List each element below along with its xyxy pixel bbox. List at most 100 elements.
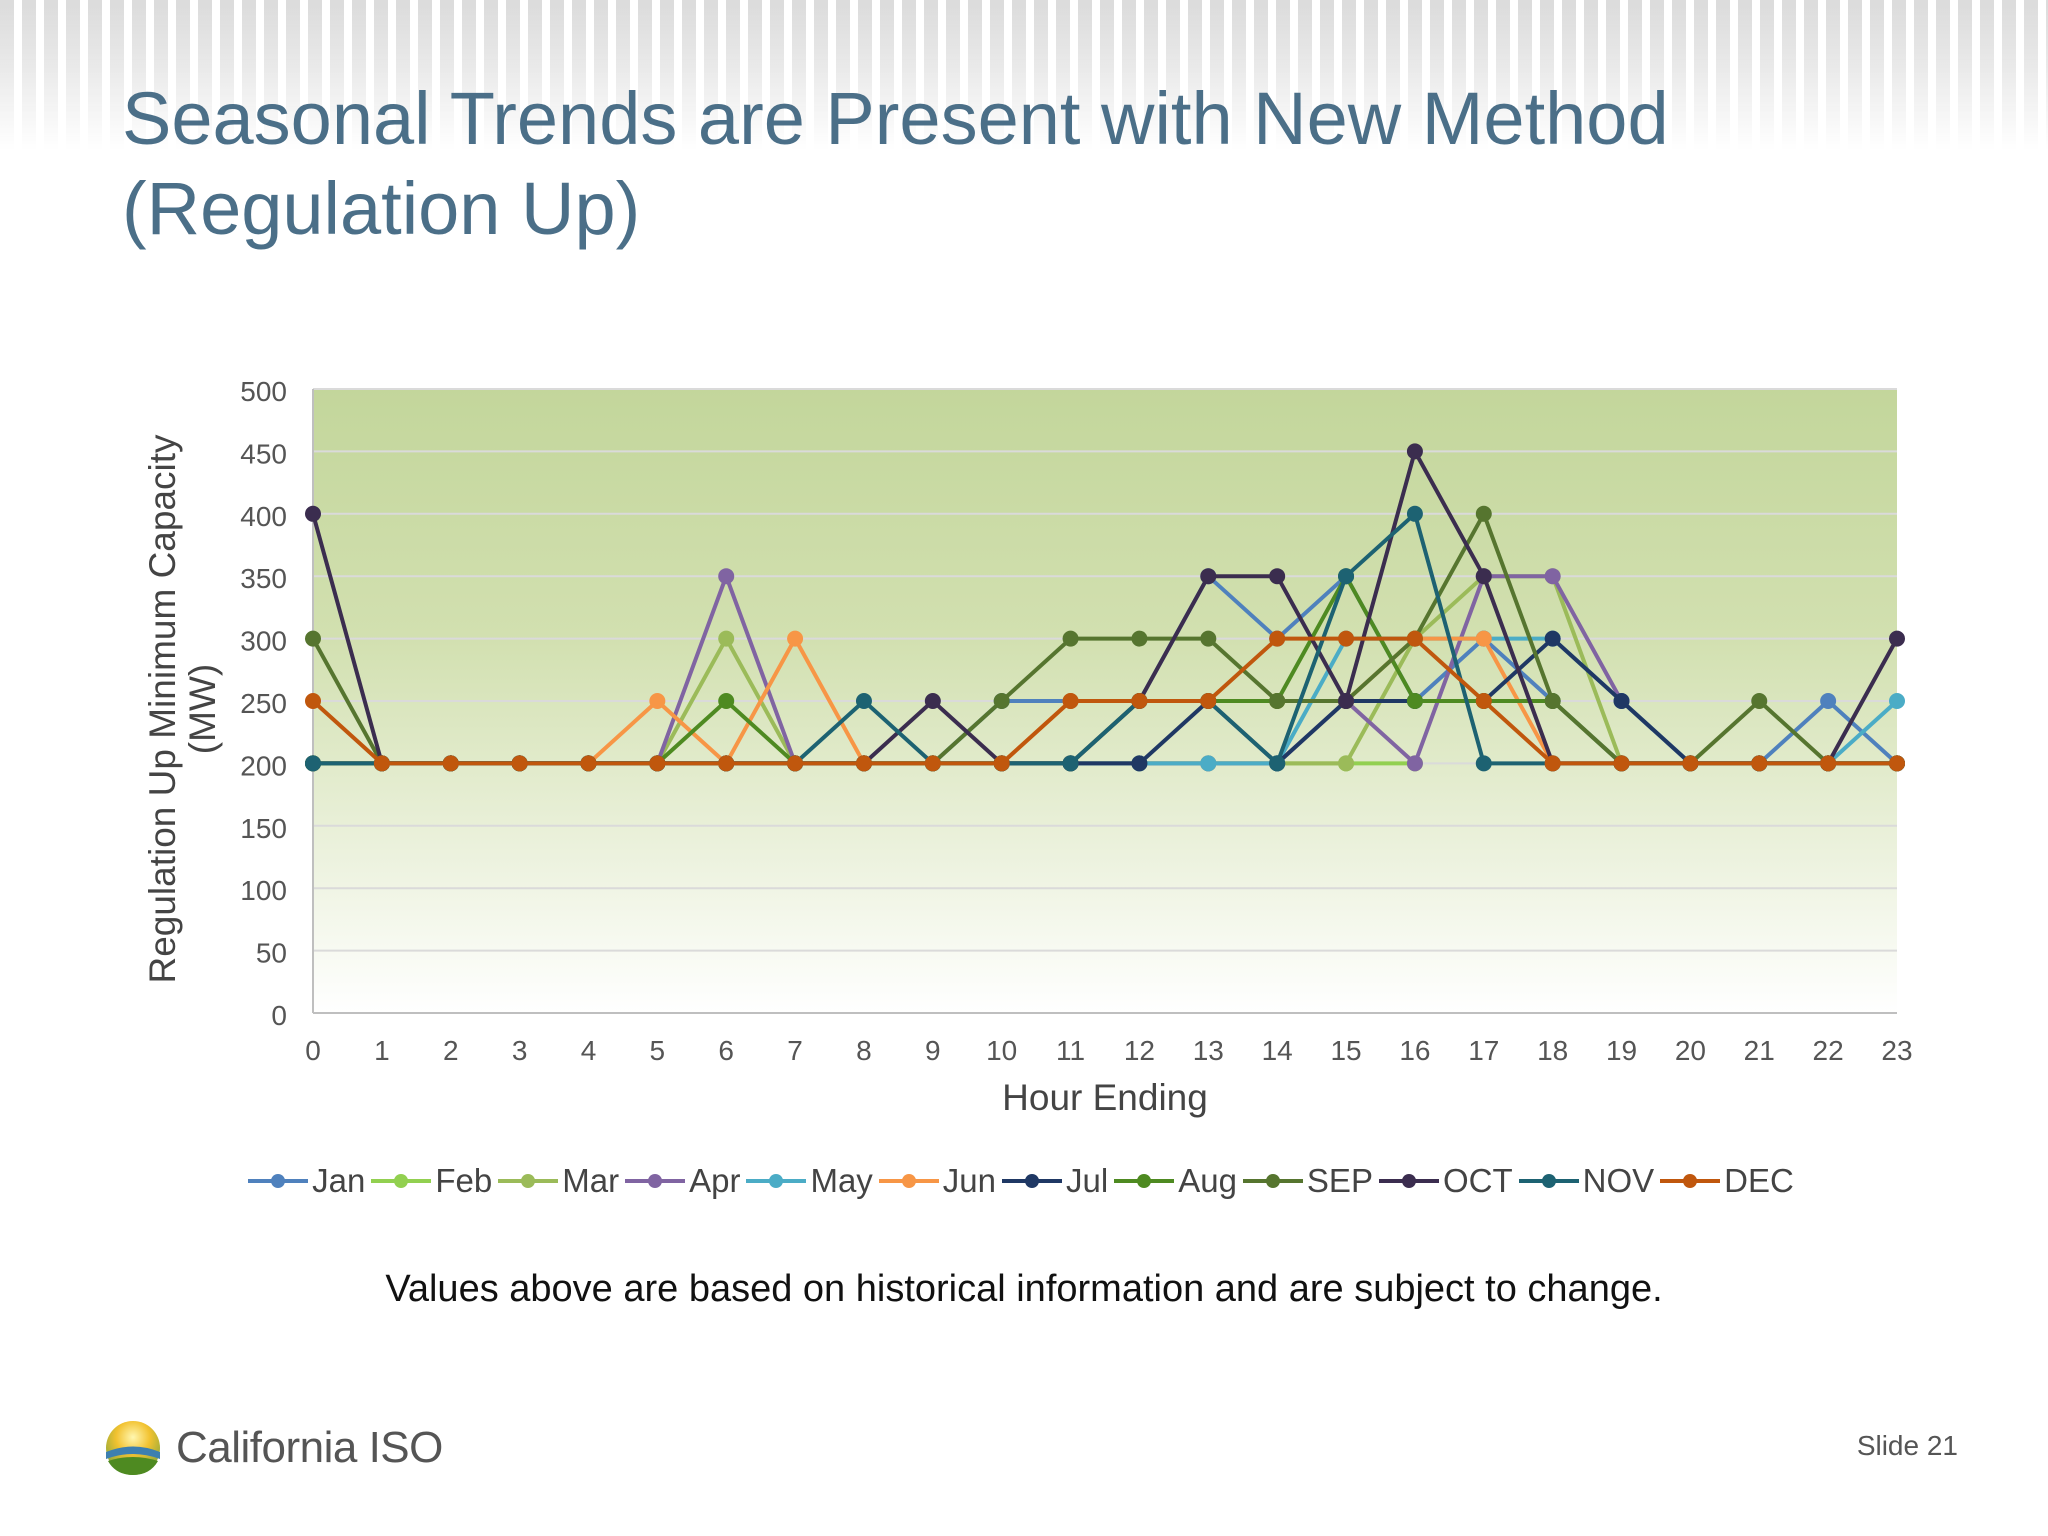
data-point-dec xyxy=(924,755,941,772)
x-tick-label: 16 xyxy=(1399,1035,1430,1066)
data-point-sep xyxy=(1131,630,1148,647)
slide-number: Slide 21 xyxy=(1856,1430,1958,1461)
data-point-oct xyxy=(1406,443,1423,460)
legend-label: Jul xyxy=(1066,1162,1109,1199)
data-point-nov xyxy=(305,755,321,772)
legend-label: NOV xyxy=(1582,1162,1655,1199)
data-point-oct xyxy=(924,693,941,709)
data-point-sep xyxy=(1544,693,1561,709)
title-line-2: (Regulation Up) xyxy=(122,167,641,250)
legend-item-may: May xyxy=(746,1162,873,1200)
legend-marker xyxy=(1242,1174,1303,1188)
x-tick-label: 12 xyxy=(1124,1035,1155,1066)
data-point-sep xyxy=(993,693,1010,709)
y-tick-label: 50 xyxy=(256,938,287,969)
x-tick-label: 14 xyxy=(1262,1035,1293,1066)
data-point-dec xyxy=(1613,755,1630,772)
data-point-oct xyxy=(1200,568,1217,585)
x-tick-label: 17 xyxy=(1468,1035,1499,1066)
data-point-dec xyxy=(855,755,872,772)
sun-logo-icon xyxy=(106,1421,160,1475)
data-point-dec xyxy=(1751,755,1768,772)
data-point-dec xyxy=(1269,630,1286,647)
x-tick-label: 22 xyxy=(1813,1035,1844,1066)
data-point-oct xyxy=(1338,693,1355,709)
x-tick-label: 23 xyxy=(1881,1035,1912,1066)
x-tick-label: 4 xyxy=(581,1035,597,1066)
data-point-nov xyxy=(1406,505,1423,522)
data-point-oct xyxy=(1269,568,1286,585)
data-point-jun xyxy=(1475,630,1492,647)
legend-label: Jun xyxy=(942,1162,997,1199)
x-tick-label: 6 xyxy=(718,1035,734,1066)
logo-text: California ISO xyxy=(176,1423,443,1472)
data-point-apr xyxy=(718,568,735,585)
legend-marker xyxy=(1518,1174,1579,1188)
x-tick-label: 18 xyxy=(1537,1035,1568,1066)
data-point-aug xyxy=(1406,693,1423,709)
x-tick-label: 10 xyxy=(986,1035,1017,1066)
data-point-oct xyxy=(305,505,321,522)
data-point-dec xyxy=(305,693,321,709)
x-tick-label: 13 xyxy=(1193,1035,1224,1066)
data-point-dec xyxy=(1406,630,1423,647)
title-line-1: Seasonal Trends are Present with New Met… xyxy=(122,77,1669,160)
data-point-jan xyxy=(1820,693,1837,709)
legend-item-feb: Feb xyxy=(371,1162,492,1200)
data-point-oct xyxy=(1475,568,1492,585)
data-point-nov xyxy=(1338,568,1355,585)
x-tick-label: 7 xyxy=(787,1035,803,1066)
header-pattern xyxy=(0,0,2048,150)
data-point-dec xyxy=(1820,755,1837,772)
data-point-nov xyxy=(855,693,872,709)
legend-marker xyxy=(1114,1174,1175,1188)
data-point-sep xyxy=(1751,693,1768,709)
legend-marker xyxy=(625,1174,686,1188)
y-tick-label: 450 xyxy=(240,438,287,469)
legend-item-aug: Aug xyxy=(1114,1162,1237,1200)
data-point-jul xyxy=(1131,755,1148,772)
data-point-dec xyxy=(1544,755,1561,772)
california-iso-logo: California ISO xyxy=(104,1416,443,1480)
data-point-dec xyxy=(787,755,804,772)
legend-label: OCT xyxy=(1442,1162,1513,1199)
legend-marker xyxy=(1002,1174,1063,1188)
x-axis-label: Hour Ending xyxy=(1002,1077,1208,1118)
legend-label: Mar xyxy=(562,1162,620,1199)
data-point-mar xyxy=(718,630,735,647)
x-tick-label: 15 xyxy=(1330,1035,1361,1066)
data-point-jul xyxy=(1544,630,1561,647)
data-point-dec xyxy=(1338,630,1355,647)
legend-label: DEC xyxy=(1724,1162,1794,1199)
data-point-dec xyxy=(1131,693,1148,709)
data-point-dec xyxy=(718,755,735,772)
x-tick-label: 3 xyxy=(512,1035,528,1066)
chart-legend: Jan Feb Mar Apr May Jun Jul Aug SEP OCT NOV DEC xyxy=(0,1162,2048,1200)
legend-item-jul: Jul xyxy=(1002,1162,1108,1200)
data-point-nov xyxy=(1269,755,1286,772)
data-point-dec xyxy=(1682,755,1699,772)
legend-label: Aug xyxy=(1178,1162,1237,1199)
y-tick-label: 350 xyxy=(240,563,287,594)
data-point-nov xyxy=(1062,755,1079,772)
data-point-dec xyxy=(1475,693,1492,709)
data-point-dec xyxy=(580,755,597,772)
series-dec xyxy=(305,630,1905,772)
x-tick-label: 20 xyxy=(1675,1035,1706,1066)
legend-item-apr: Apr xyxy=(625,1162,740,1200)
y-tick-label: 150 xyxy=(240,813,287,844)
legend-marker xyxy=(878,1174,939,1188)
series-line-dec xyxy=(311,636,1897,766)
x-tick-label: 9 xyxy=(925,1035,941,1066)
y-tick-label: 100 xyxy=(240,875,287,906)
data-point-dec xyxy=(373,755,390,772)
data-point-may xyxy=(1889,693,1905,709)
x-tick-label: 8 xyxy=(856,1035,872,1066)
data-point-dec xyxy=(1200,693,1217,709)
legend-item-mar: Mar xyxy=(498,1162,619,1200)
legend-item-oct: OCT xyxy=(1378,1162,1513,1200)
y-tick-label: 200 xyxy=(240,750,287,781)
legend-marker xyxy=(746,1174,807,1188)
data-point-mar xyxy=(1338,755,1355,772)
